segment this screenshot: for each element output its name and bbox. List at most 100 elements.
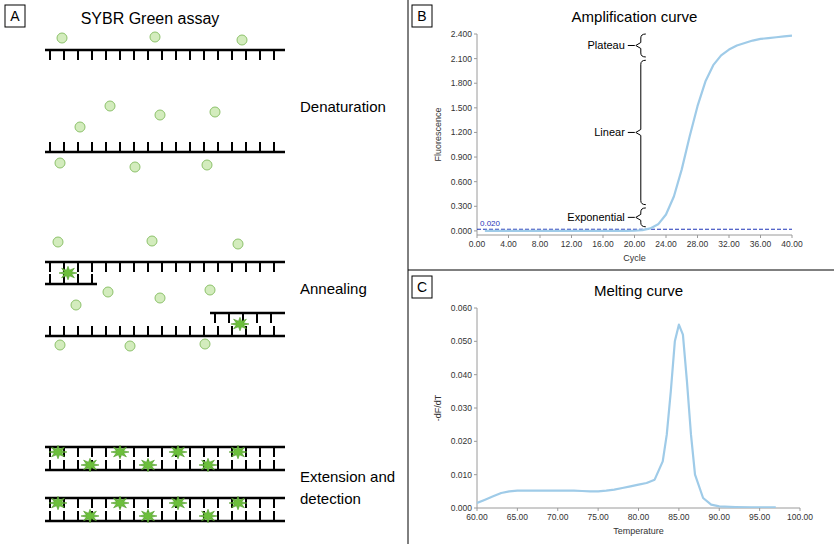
- x-tick: [508, 235, 509, 238]
- annotation-bracket: [636, 34, 646, 57]
- y-tick-label: 0.030: [451, 403, 473, 413]
- strand-base: [175, 326, 177, 336]
- strand-base: [273, 262, 275, 272]
- strand-base: [189, 142, 191, 152]
- strand-backbone: [45, 497, 285, 500]
- y-tick: [474, 508, 477, 509]
- strand-backbone: [45, 49, 285, 52]
- strand-base: [259, 498, 261, 508]
- strand-base: [217, 511, 219, 521]
- strand-base: [189, 460, 191, 470]
- strand-base: [119, 262, 121, 272]
- x-tick: [678, 508, 679, 511]
- step-label-line: detection: [300, 490, 361, 507]
- strand-base: [189, 262, 191, 272]
- strand-base: [259, 460, 261, 470]
- strand-base: [133, 50, 135, 60]
- dna-strand: [210, 313, 285, 323]
- free-dye: [57, 33, 67, 43]
- x-tick-label: 0.00: [469, 239, 486, 249]
- panel-divider: [408, 0, 409, 544]
- free-dye: [75, 122, 85, 132]
- y-axis-title: Fluorescence: [433, 107, 443, 161]
- chart-title: Melting curve: [594, 282, 683, 299]
- bound-dye: [169, 445, 187, 459]
- free-dye: [233, 239, 243, 249]
- strand-base: [133, 326, 135, 336]
- y-tick: [474, 107, 477, 108]
- x-tick-label: 95.00: [749, 512, 771, 522]
- strand-base: [273, 498, 275, 508]
- x-tick-label: 36.00: [750, 239, 772, 249]
- panel-label-box: [412, 276, 432, 298]
- x-tick-label: 20.00: [624, 239, 646, 249]
- x-tick: [792, 235, 793, 238]
- annotation-leader: [628, 132, 635, 133]
- x-tick-label: 24.00: [655, 239, 677, 249]
- strand-base: [231, 142, 233, 152]
- strand-base: [63, 50, 65, 60]
- diagram-title: SYBR Green assay: [81, 10, 220, 27]
- strand-base: [161, 142, 163, 152]
- strand-base: [77, 447, 79, 457]
- x-tick: [638, 508, 639, 511]
- dna-strand: [45, 447, 285, 457]
- annotation-label: Plateau: [587, 39, 624, 51]
- strand-base: [245, 460, 247, 470]
- step-label: Annealing: [300, 280, 367, 297]
- dna-strand: [45, 50, 285, 60]
- panel-label-text: C: [417, 279, 427, 295]
- strand-base: [259, 511, 261, 521]
- y-tick-label: 0.300: [451, 201, 473, 211]
- x-tick: [697, 235, 698, 238]
- strand-base: [105, 447, 107, 457]
- strand-base: [203, 262, 205, 272]
- strand-base: [105, 50, 107, 60]
- annotation-label: Linear: [594, 126, 625, 138]
- dna-strand: [45, 326, 285, 336]
- free-dye: [130, 162, 140, 172]
- strand-base: [91, 447, 93, 457]
- x-tick-label: 8.00: [532, 239, 549, 249]
- free-dye: [55, 158, 65, 168]
- strand-base: [273, 447, 275, 457]
- strand-base: [147, 498, 149, 508]
- strand-base: [259, 326, 261, 336]
- step-label-line: Extension and: [300, 468, 395, 485]
- y-tick-label: 2.400: [451, 29, 473, 39]
- strand-base: [217, 498, 219, 508]
- x-tick: [760, 235, 761, 238]
- bound-dye: [199, 509, 217, 523]
- figure: ASYBR Green assayDenaturationAnnealingEx…: [0, 0, 834, 544]
- y-tick: [474, 441, 477, 442]
- strand-base: [217, 50, 219, 60]
- x-tick-label: 4.00: [500, 239, 517, 249]
- strand-base: [161, 460, 163, 470]
- data-line: [485, 36, 792, 231]
- y-tick: [474, 132, 477, 133]
- y-tick-label: 1.500: [451, 103, 473, 113]
- free-dye: [150, 32, 160, 42]
- panel-label: B: [412, 5, 432, 27]
- y-tick: [474, 83, 477, 84]
- free-dye: [237, 35, 247, 45]
- y-axis: [477, 34, 478, 235]
- strand-base: [161, 326, 163, 336]
- panel-label-box: [412, 5, 432, 27]
- strand-base: [91, 498, 93, 508]
- x-tick: [571, 235, 572, 238]
- strand-base: [231, 50, 233, 60]
- x-tick-label: 100.00: [787, 512, 813, 522]
- free-dye: [205, 285, 215, 295]
- bound-dye: [229, 445, 247, 459]
- strand-base: [161, 262, 163, 272]
- x-tick: [557, 508, 558, 511]
- strand-base: [49, 50, 51, 60]
- strand-base: [105, 498, 107, 508]
- step-label: Denaturation: [300, 98, 386, 115]
- y-tick: [474, 408, 477, 409]
- strand-base: [91, 326, 93, 336]
- strand-base: [91, 274, 93, 284]
- y-tick: [474, 206, 477, 207]
- y-tick: [474, 374, 477, 375]
